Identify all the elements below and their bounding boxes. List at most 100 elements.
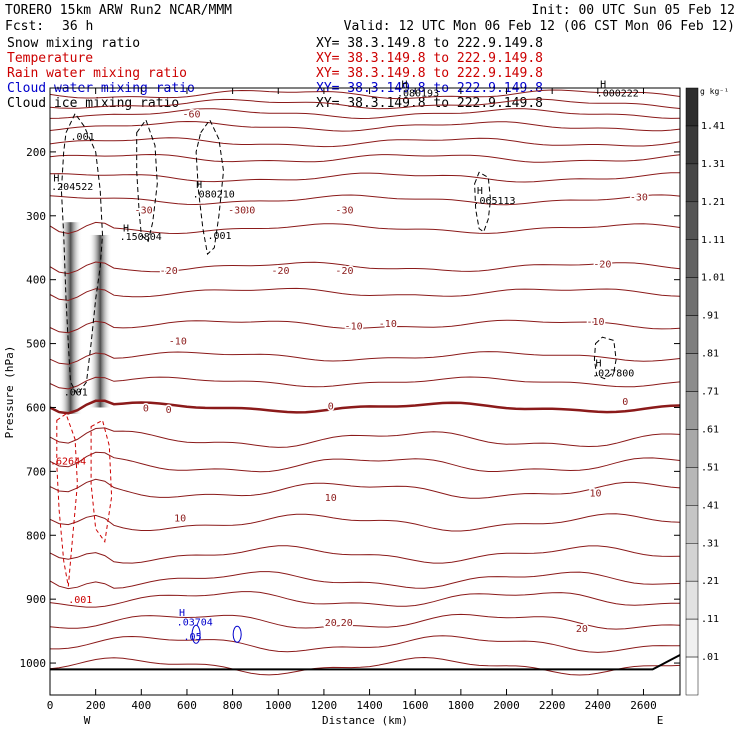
colorbar-label-2: 1.21 [701,197,725,208]
colorbar-label-8: .61 [701,424,719,435]
isotherm-line-10 [49,287,681,301]
colorbar-swatch-14 [685,618,699,658]
colorbar-swatch-8 [685,391,699,430]
colorbar-swatch-4 [685,239,699,278]
colorbar-label-7: .71 [701,387,719,398]
y-tick-label-4: 600 [26,401,46,414]
maximum-label-5: .080210 [193,189,235,200]
isotherm-label-1: -30 [135,205,153,216]
isotherm-label-2: -30 [237,205,255,216]
colorbar-label-9: .51 [701,462,719,473]
colorbar-label-14: .01 [701,652,719,663]
isotherm-label-19: 10 [325,493,337,504]
colorbar-label-10: .41 [701,500,719,511]
isotherm-line-7 [49,194,681,206]
isotherm-line-9 [49,261,681,275]
y-tick-label-5: 700 [26,465,46,478]
colorbar-label-1: 1.31 [701,159,725,170]
isotherm-line-12 [49,351,681,365]
isotherm-line-8 [49,221,681,235]
y-tick-label-7: 900 [26,593,46,606]
ice-contour-4 [593,336,617,380]
run-info: TORERO 15km ARW Run2 NCAR/MMM [5,3,232,18]
maximum-label-16: .001 [64,388,88,399]
isotherm-line-20 [49,571,681,590]
ice-contour-1 [136,118,158,243]
isotherm-line-14 [49,399,681,415]
isotherm-label-6: -20 [160,266,178,277]
x-tick-label-10: 2000 [493,699,520,712]
isotherm-line-3 [49,120,681,132]
rain-contour-1 [90,419,113,543]
colorbar-label-4: 1.01 [701,273,725,284]
y-tick-label-6: 800 [26,529,46,542]
init-time: Init: 00 UTC Sun 05 Feb 12 [532,3,736,18]
x-tick-label-7: 1400 [356,699,383,712]
maximum-label-9: .027800 [592,368,634,379]
x-end-label-right: E [657,714,664,727]
colorbar-label-12: .21 [701,576,719,587]
y-tick-label-2: 400 [26,274,46,287]
plot-area: -60-30 -30 -30-30-30-20 -20 -20-20-10-10 -10-… [20,80,681,712]
maximum-label-8: H [596,359,602,370]
isotherm-line-11 [49,319,681,334]
x-tick-label-11: 2200 [539,699,566,712]
ice-contour-3 [474,171,492,233]
cloud-water-contour-1 [232,625,242,643]
isotherm-label-20: 10 [590,488,602,499]
isotherm-line-5 [49,153,681,163]
maximum-label-3: .150804 [120,232,162,243]
legend: Snow mixing ratio XY= 38.3.149.8 to 222.… [7,36,543,111]
isotherm-line-18 [49,513,681,532]
isotherm-line-13 [49,376,681,390]
colorbar-label-13: .11 [701,614,719,625]
maximum-label-13: .000222 [597,88,639,99]
maximum-label-19: H [179,608,185,619]
ice-contour-0 [60,112,104,396]
isotherm-label-5: -30 [228,205,246,216]
plot-frame [49,87,681,696]
y-tick-label-3: 500 [26,338,46,351]
x-tick-label-0: 0 [47,699,54,712]
y-axis-label: Pressure (hPa) [3,346,16,439]
colorbar-swatch-0 [685,87,699,127]
maximum-label-0: H [53,173,59,184]
isotherm-label-22: 20 [341,618,353,629]
colorbar-swatch-6 [685,315,699,354]
x-tick-label-3: 600 [177,699,197,712]
x-tick-label-2: 400 [131,699,151,712]
isotherm-line-16 [49,451,681,473]
colorbar-label-11: .31 [701,538,719,549]
colorbar: 1.41 1.31 1.21 1.11 1.01 .91 .81 .71 .61 .51 .41 .3… [685,87,729,696]
maximum-label-17: .62644 [50,457,86,468]
maximum-label-4: H [196,180,202,191]
colorbar-label-5: .91 [701,311,719,322]
y-tick-label-1: 300 [26,210,46,223]
maximum-label-12: H [600,80,606,91]
colorbar-swatch-12 [685,543,699,582]
maximum-label-21: .05 [184,632,202,643]
colorbar-swatch-2 [685,163,699,203]
x-tick-label-13: 2600 [630,699,657,712]
cloud-water-contour-0 [191,624,201,644]
isotherm-label-13: -10 [587,317,605,328]
maximum-label-15: .001 [208,231,232,242]
isotherm-label-14: 0 [143,403,149,414]
maximum-label-11: .080193 [397,88,439,99]
isotherm-label-21: 20 [325,618,337,629]
legend-xy-snow: XY= 38.3.149.8 to 222.9.149.8 [316,36,543,51]
legend-xy-cloud-ice: XY= 38.3.149.8 to 222.9.149.8 [316,96,543,111]
isotherm-label-23: 20 [576,624,588,635]
maximum-label-7: .065113 [473,196,515,207]
isotherm-line-0 [49,89,681,100]
x-tick-label-8: 1600 [402,699,429,712]
isotherm-label-11: -10 [345,322,363,333]
x-end-label-left: W [84,714,91,727]
y-tick-label-8: 1000 [20,657,47,670]
isotherm-line-23 [50,635,681,653]
isotherm-label-3: -30 [335,205,353,216]
legend-name-temperature: Temperature [7,51,93,66]
x-tick-label-6: 1200 [311,699,338,712]
maximum-label-2: H [123,223,129,234]
